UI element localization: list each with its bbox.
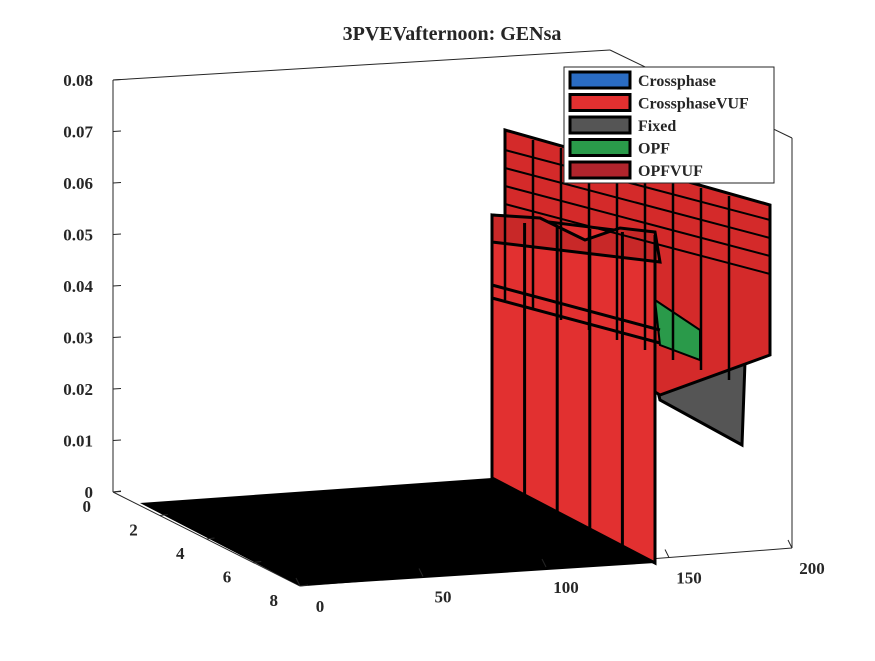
y-axis-ticks: 0 2 4 6 8 (83, 490, 309, 610)
z-tick-label: 0.08 (63, 71, 93, 90)
surface-plot (140, 128, 772, 586)
z-tick-mark (112, 285, 122, 287)
rear-wall-horizontal-line (504, 203, 771, 275)
z-tick-mark (112, 439, 122, 441)
y-tick-label: 8 (270, 591, 279, 610)
z-tick-label: 0.07 (63, 123, 93, 142)
front-wall-horizontal-line (491, 296, 661, 345)
z-tick-label: 0.04 (63, 277, 93, 296)
legend: Crossphase CrossphaseVUF Fixed OPF OPFVUF (563, 66, 775, 184)
z-tick-label: 0.01 (63, 432, 93, 451)
y-tick-label: 2 (129, 521, 138, 540)
y-tick-label: 6 (223, 568, 232, 587)
legend-swatch (568, 93, 632, 112)
y-tick-mark (253, 561, 262, 563)
x-tick-label: 0 (316, 597, 325, 616)
x-tick-mark (664, 549, 670, 558)
y-tick-mark (299, 584, 309, 587)
z-tick-mark (112, 79, 122, 81)
z-tick-mark (112, 182, 122, 184)
x-tick-mark (295, 577, 301, 587)
rear-wall-horizontal-line (504, 149, 771, 221)
y-tick-mark (159, 514, 168, 516)
z-tick-mark (112, 388, 122, 390)
rear-wall-horizontal-line (504, 167, 771, 239)
legend-swatch (568, 160, 632, 180)
legend-swatch (568, 70, 632, 90)
y-tick-label: 0 (83, 497, 92, 516)
legend-swatch (568, 138, 632, 157)
chart-title: 3PVEVafternoon: GENsa (343, 23, 562, 45)
z-axis-ticks: 0 0.01 0.02 0.03 0.04 0.05 0.06 0.07 0.08 (63, 71, 122, 502)
x-tick-label: 200 (799, 559, 825, 578)
x-tick-label: 150 (676, 569, 702, 588)
y-tick-mark (206, 537, 215, 540)
x-axis-ticks: 0 50 100 150 200 (295, 539, 825, 616)
z-tick-mark (112, 130, 122, 132)
z-tick-mark (112, 336, 122, 338)
y-tick-label: 4 (176, 544, 185, 563)
legend-label: CrossphaseVUF (638, 96, 749, 113)
x-tick-mark (541, 558, 547, 568)
legend-label: Fixed (638, 118, 676, 135)
z-tick-label: 0.02 (63, 380, 93, 399)
z-tick-label: 0.05 (63, 226, 93, 245)
floor-surface (140, 478, 655, 586)
surface-mesh-lines (490, 132, 771, 563)
z-tick-label: 0 (85, 483, 94, 502)
front-wall-horizontal-line (491, 283, 661, 332)
z-tick-label: 0.06 (63, 174, 93, 193)
legend-label: Crossphase (638, 73, 716, 90)
x-tick-mark (418, 568, 424, 577)
y-tick-mark (112, 490, 122, 493)
legend-swatch (568, 115, 632, 135)
z-tick-label: 0.03 (63, 329, 93, 348)
x-tick-label: 50 (435, 588, 452, 607)
rear-wall-horizontal-line (504, 185, 771, 257)
z-tick-mark (112, 233, 122, 235)
box-top-back-edge (112, 49, 611, 81)
legend-label: OPF (638, 141, 670, 158)
x-tick-label: 100 (553, 578, 579, 597)
x-tick-mark (787, 539, 793, 549)
legend-label: OPFVUF (638, 163, 703, 180)
